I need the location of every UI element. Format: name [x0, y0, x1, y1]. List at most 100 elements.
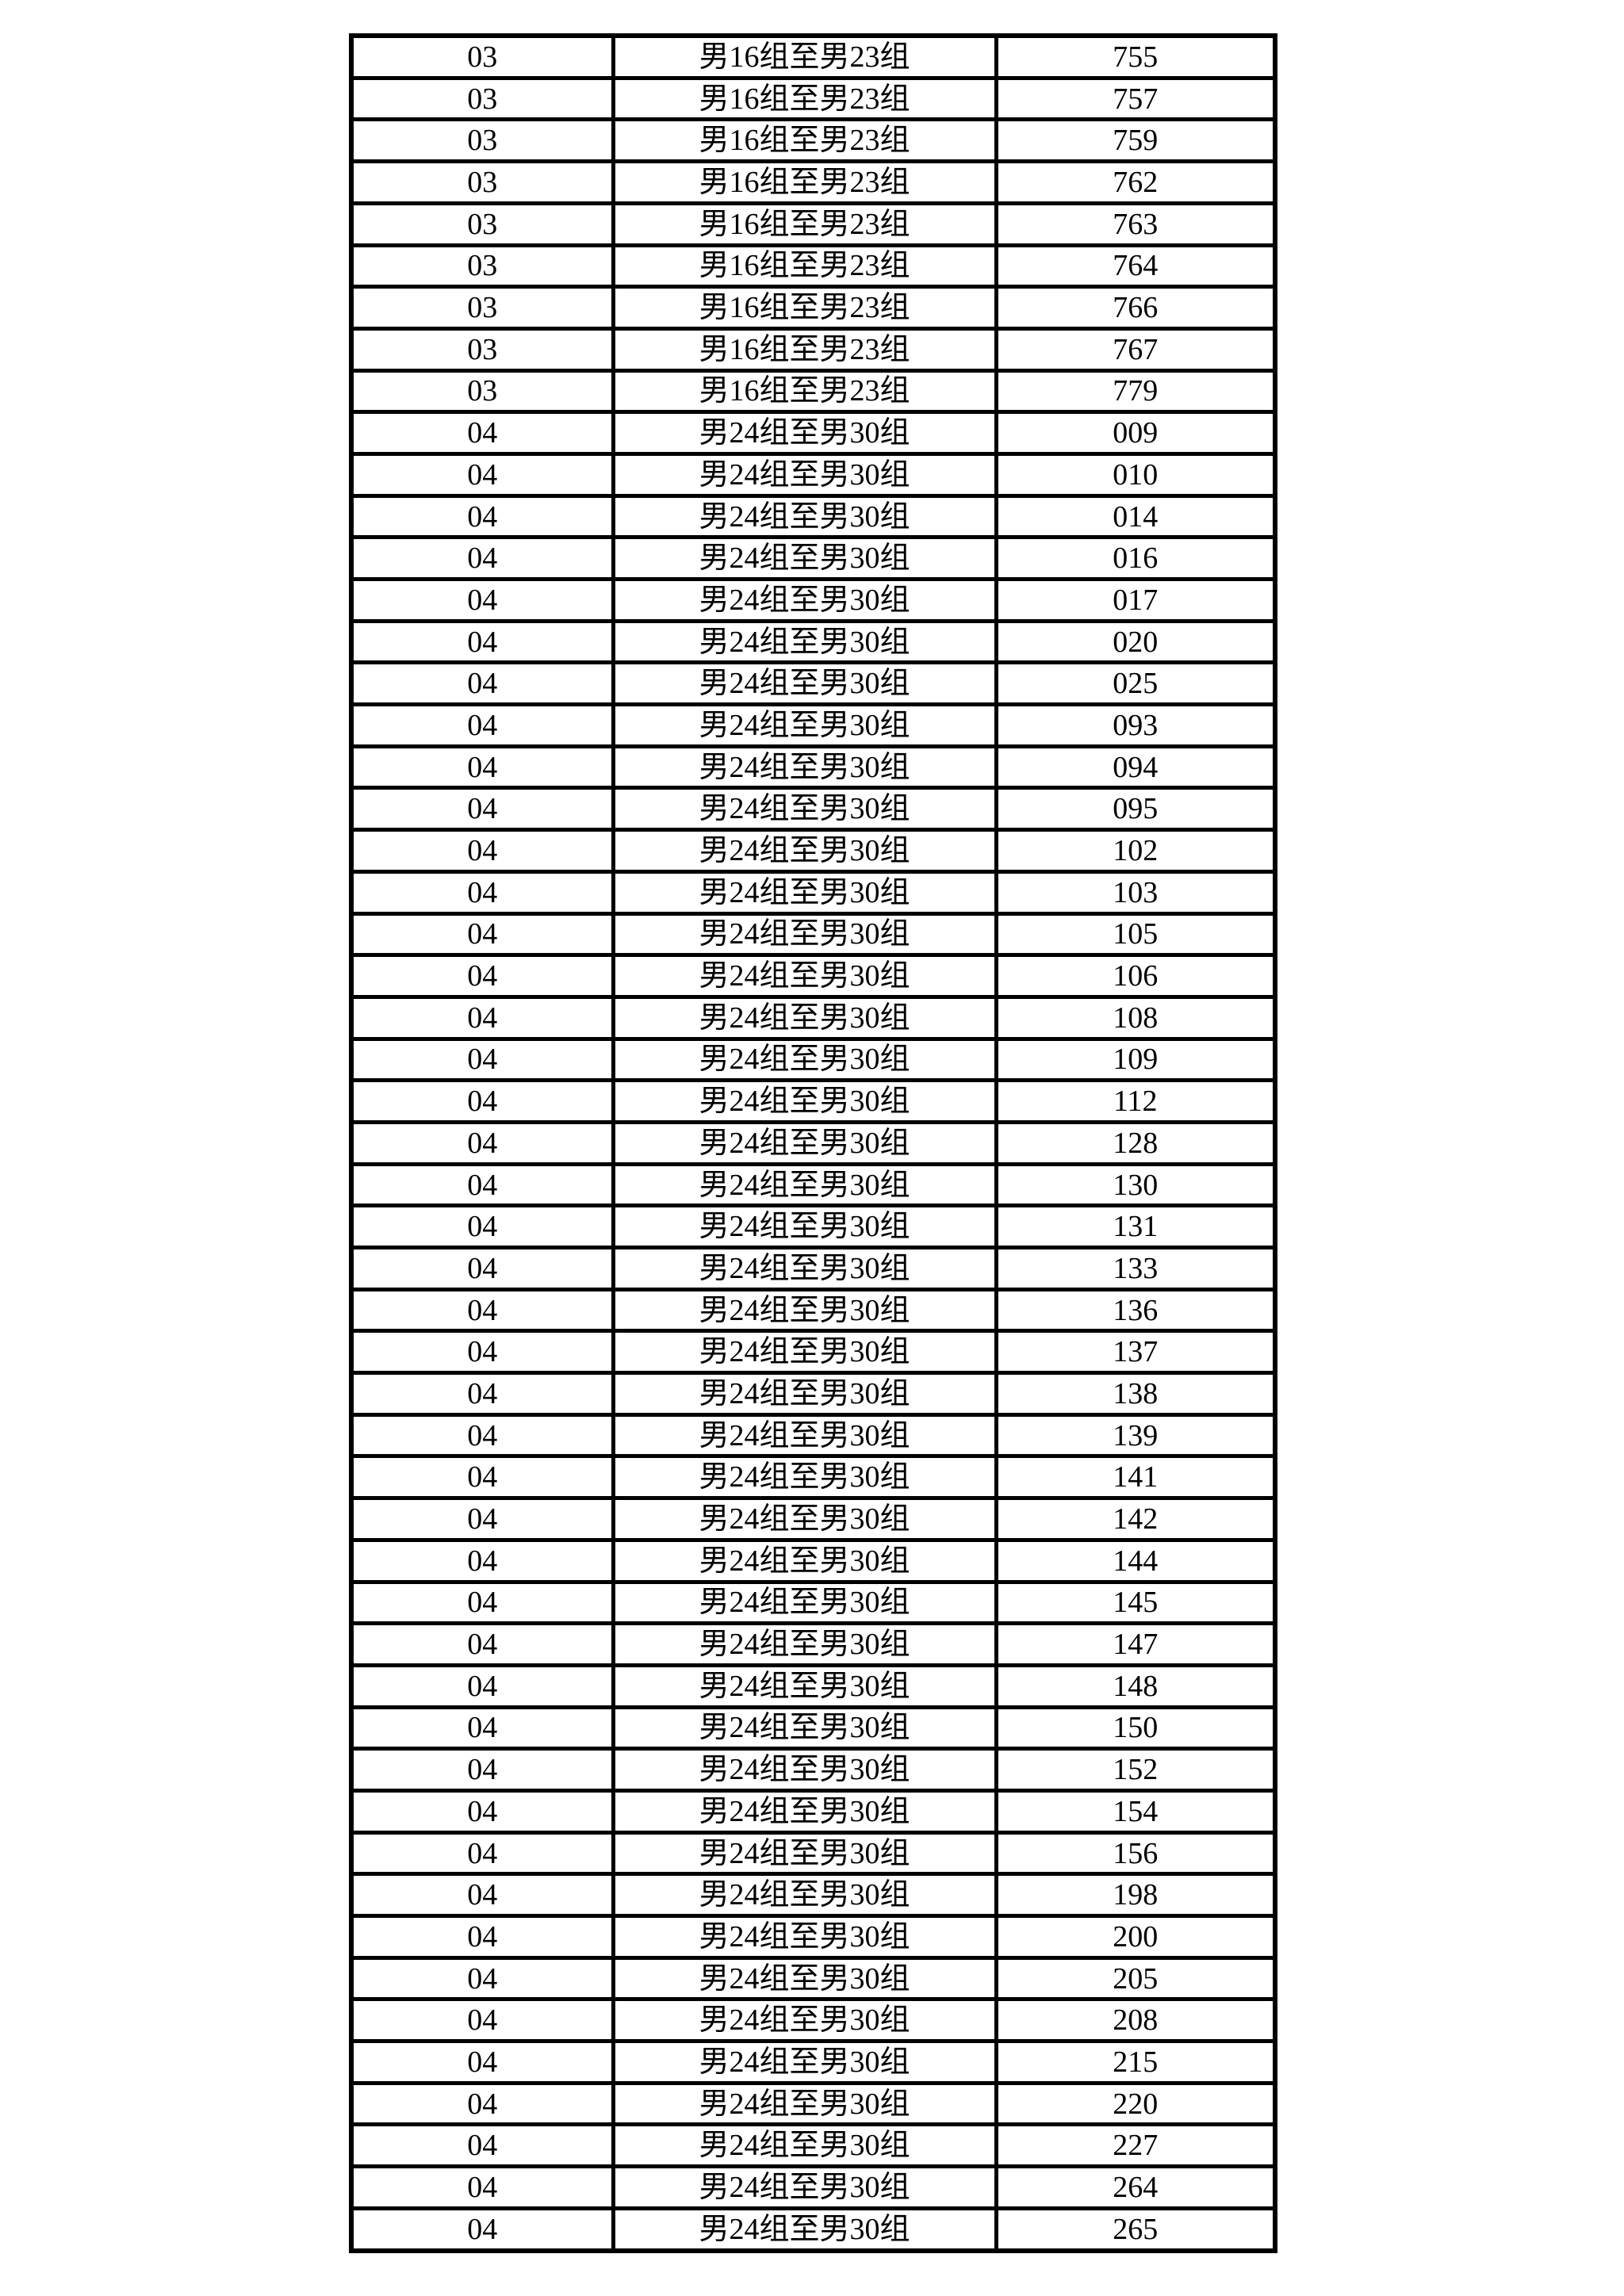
table-row: 04 男24组至男30组 137 — [349, 1329, 1277, 1376]
code-cell: 04 — [349, 1119, 615, 1166]
number-cell: 103 — [994, 869, 1277, 916]
group-label-cell: 男24组至男30组 — [611, 1078, 998, 1124]
group-label-cell: 男24组至男30组 — [611, 1747, 998, 1793]
number-cell: 094 — [994, 744, 1277, 790]
code-cell: 04 — [349, 660, 615, 707]
number-cell: 016 — [994, 535, 1277, 582]
group-label-cell: 男24组至男30组 — [611, 2039, 998, 2085]
table-row: 04 男24组至男30组 208 — [349, 1997, 1277, 2044]
table-row: 04 男24组至男30组 020 — [349, 618, 1277, 665]
code-cell: 04 — [349, 1788, 615, 1835]
number-cell: 102 — [994, 828, 1277, 874]
table-row: 04 男24组至男30组 010 — [349, 451, 1277, 498]
group-label-cell: 男24组至男30组 — [611, 869, 998, 916]
group-label-cell: 男16组至男23组 — [611, 326, 998, 373]
group-label-cell: 男24组至男30组 — [611, 1246, 998, 1292]
number-cell: 208 — [994, 1997, 1277, 2044]
number-cell: 148 — [994, 1663, 1277, 1709]
code-cell: 03 — [349, 326, 615, 373]
number-cell: 025 — [994, 660, 1277, 707]
group-label-cell: 男24组至男30组 — [611, 1412, 998, 1459]
code-cell: 04 — [349, 1078, 615, 1124]
code-cell: 03 — [349, 117, 615, 164]
group-label-cell: 男24组至男30组 — [611, 410, 998, 456]
code-cell: 04 — [349, 1914, 615, 1960]
table-row: 04 男24组至男30组 150 — [349, 1705, 1277, 1751]
number-cell: 112 — [994, 1078, 1277, 1124]
code-cell: 04 — [349, 1579, 615, 1626]
number-cell: 128 — [994, 1119, 1277, 1166]
number-cell: 144 — [994, 1537, 1277, 1584]
number-cell: 139 — [994, 1412, 1277, 1459]
table-row: 04 男24组至男30组 144 — [349, 1537, 1277, 1584]
group-label-cell: 男16组至男23组 — [611, 159, 998, 205]
table-row: 04 男24组至男30组 139 — [349, 1412, 1277, 1459]
number-cell: 763 — [994, 201, 1277, 247]
code-cell: 04 — [349, 1371, 615, 1417]
code-cell: 04 — [349, 2080, 615, 2127]
number-cell: 215 — [994, 2039, 1277, 2085]
number-cell: 154 — [994, 1788, 1277, 1835]
code-cell: 04 — [349, 2206, 615, 2253]
code-cell: 04 — [349, 1872, 615, 1919]
number-cell: 093 — [994, 702, 1277, 748]
code-cell: 04 — [349, 618, 615, 665]
code-cell: 04 — [349, 2122, 615, 2169]
group-label-cell: 男24组至男30组 — [611, 1203, 998, 1250]
group-label-cell: 男24组至男30组 — [611, 828, 998, 874]
table-row: 04 男24组至男30组 215 — [349, 2039, 1277, 2085]
number-cell: 779 — [994, 368, 1277, 415]
code-cell: 04 — [349, 1412, 615, 1459]
code-cell: 04 — [349, 2164, 615, 2210]
group-label-cell: 男24组至男30组 — [611, 451, 998, 498]
group-label-cell: 男24组至男30组 — [611, 1119, 998, 1166]
number-cell: 767 — [994, 326, 1277, 373]
number-cell: 141 — [994, 1454, 1277, 1501]
number-cell: 156 — [994, 1830, 1277, 1877]
table-row: 04 男24组至男30组 265 — [349, 2206, 1277, 2253]
group-label-cell: 男24组至男30组 — [611, 1997, 998, 2044]
table-row: 04 男24组至男30组 200 — [349, 1914, 1277, 1960]
group-label-cell: 男24组至男30组 — [611, 1537, 998, 1584]
code-cell: 04 — [349, 1830, 615, 1877]
table-row: 04 男24组至男30组 227 — [349, 2122, 1277, 2169]
table-row: 04 男24组至男30组 103 — [349, 869, 1277, 916]
table-row: 04 男24组至男30组 109 — [349, 1036, 1277, 1083]
code-cell: 04 — [349, 451, 615, 498]
group-label-cell: 男24组至男30组 — [611, 2122, 998, 2169]
code-cell: 04 — [349, 869, 615, 916]
number-cell: 764 — [994, 243, 1277, 289]
group-label-cell: 男24组至男30组 — [611, 1371, 998, 1417]
group-label-cell: 男16组至男23组 — [611, 75, 998, 122]
table-row: 04 男24组至男30组 131 — [349, 1203, 1277, 1250]
table-row: 04 男24组至男30组 009 — [349, 410, 1277, 456]
table-row: 03 男16组至男23组 779 — [349, 368, 1277, 415]
code-cell: 03 — [349, 75, 615, 122]
group-label-cell: 男24组至男30组 — [611, 1161, 998, 1208]
number-cell: 020 — [994, 618, 1277, 665]
number-cell: 130 — [994, 1161, 1277, 1208]
table-row: 04 男24组至男30组 264 — [349, 2164, 1277, 2210]
number-cell: 152 — [994, 1747, 1277, 1793]
group-label-cell: 男24组至男30组 — [611, 1955, 998, 2002]
code-cell: 04 — [349, 1036, 615, 1083]
number-cell: 264 — [994, 2164, 1277, 2210]
code-cell: 04 — [349, 828, 615, 874]
number-cell: 198 — [994, 1872, 1277, 1919]
table-row: 04 男24组至男30组 220 — [349, 2080, 1277, 2127]
table-row: 04 男24组至男30组 025 — [349, 660, 1277, 707]
number-cell: 137 — [994, 1329, 1277, 1376]
group-number-table: 03 男16组至男23组 755 03 男16组至男23组 757 03 男16组至男23组 7… — [349, 33, 1277, 2253]
code-cell: 04 — [349, 953, 615, 999]
group-label-cell: 男24组至男30组 — [611, 953, 998, 999]
code-cell: 04 — [349, 744, 615, 790]
group-label-cell: 男24组至男30组 — [611, 2080, 998, 2127]
code-cell: 04 — [349, 577, 615, 623]
group-number-table-container: 03 男16组至男23组 755 03 男16组至男23组 757 03 男16组至男23组 7… — [349, 33, 1277, 2253]
number-cell: 133 — [994, 1246, 1277, 1292]
table-row: 03 男16组至男23组 759 — [349, 117, 1277, 164]
table-row: 04 男24组至男30组 093 — [349, 702, 1277, 748]
code-cell: 04 — [349, 1203, 615, 1250]
table-row: 03 男16组至男23组 757 — [349, 75, 1277, 122]
group-label-cell: 男24组至男30组 — [611, 911, 998, 958]
